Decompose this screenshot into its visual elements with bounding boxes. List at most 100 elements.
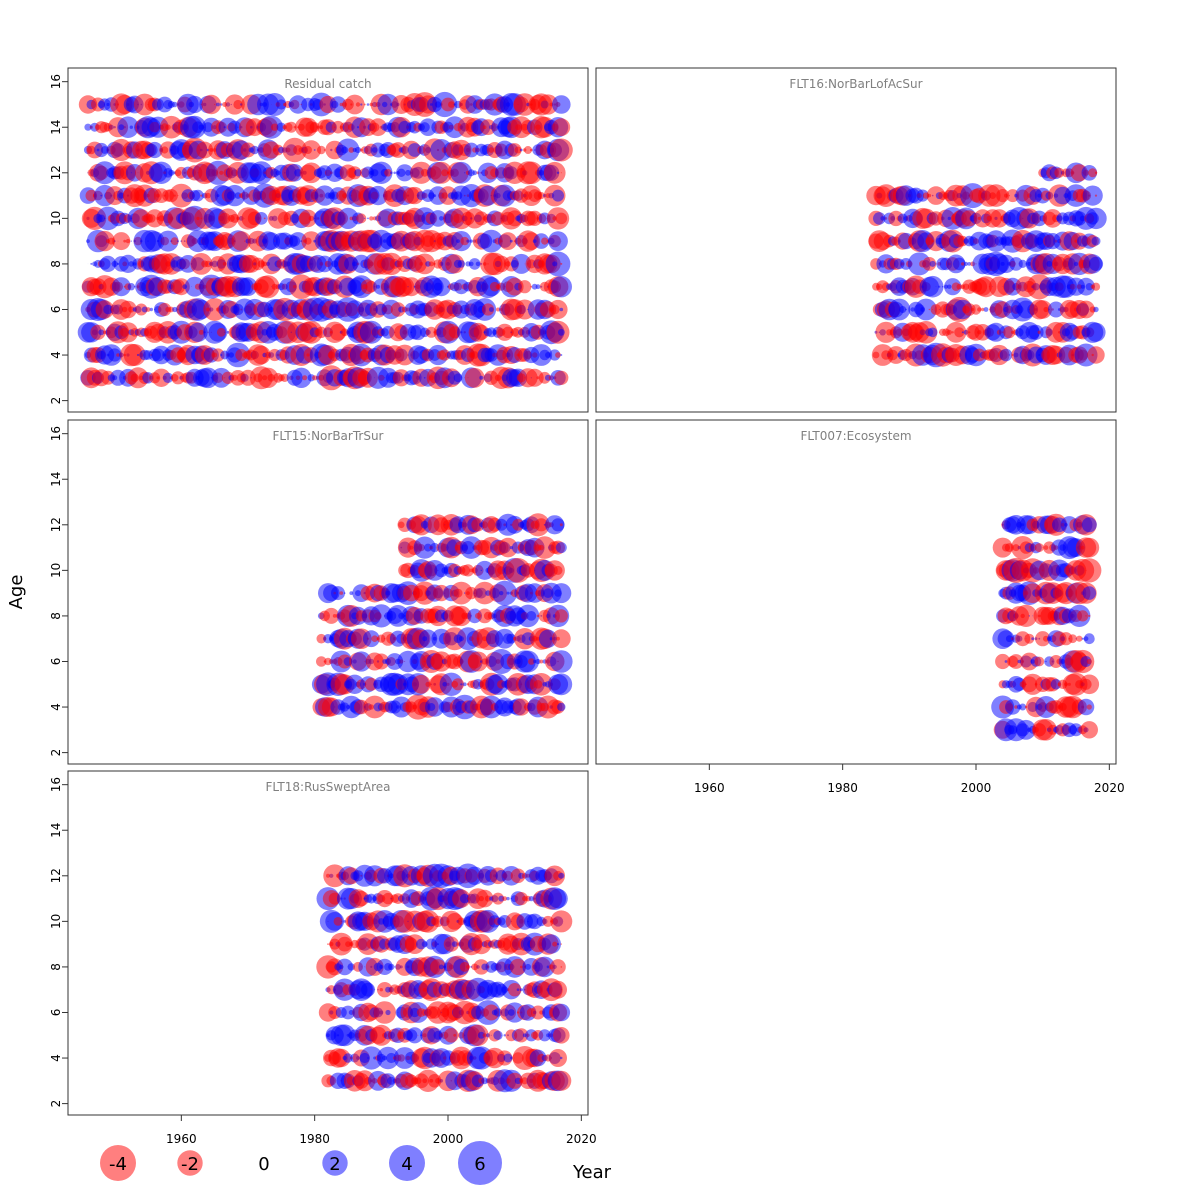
bubble xyxy=(343,1053,353,1063)
bubble xyxy=(108,348,122,362)
bubble xyxy=(254,212,268,225)
bubble xyxy=(553,565,563,575)
bubble xyxy=(534,518,548,532)
bubble xyxy=(502,326,514,338)
panel-frame xyxy=(595,419,1117,765)
bubble xyxy=(511,253,532,274)
bubble xyxy=(382,892,394,905)
bubble xyxy=(294,169,302,177)
y-tick: 14 xyxy=(49,823,68,838)
bubble xyxy=(1091,236,1101,246)
bubble xyxy=(560,966,563,968)
legend-bubble xyxy=(322,1150,348,1176)
x-tick-label: 1980 xyxy=(827,781,858,795)
bubble xyxy=(502,896,508,901)
bubble xyxy=(336,958,354,976)
bubble xyxy=(550,910,573,933)
bubble xyxy=(446,913,464,930)
bubble xyxy=(302,375,308,381)
bubble xyxy=(560,172,562,174)
y-tick: 14 xyxy=(49,120,68,135)
bubble xyxy=(556,943,560,946)
bubble xyxy=(119,300,137,319)
bubble xyxy=(263,217,266,220)
y-tick-label: 16 xyxy=(49,74,63,89)
bubble xyxy=(430,959,446,975)
bubble xyxy=(250,145,259,155)
bubble xyxy=(550,276,572,298)
bubble xyxy=(355,102,361,107)
bubble xyxy=(533,536,556,559)
bubble xyxy=(345,674,365,694)
bubble xyxy=(117,322,139,343)
y-axis: 2 4 6 8 10 12 14 16 xyxy=(49,777,68,1107)
bubble xyxy=(396,164,414,182)
bubble xyxy=(556,171,560,174)
bubble xyxy=(492,580,518,606)
bubble xyxy=(961,262,965,266)
bubble xyxy=(477,1031,485,1039)
bubble xyxy=(999,348,1013,362)
bubble xyxy=(550,673,573,696)
bubble xyxy=(441,169,449,177)
bubble xyxy=(99,255,117,272)
bubble xyxy=(369,118,387,137)
bubble xyxy=(313,149,316,151)
bubble xyxy=(510,868,526,884)
bubble xyxy=(323,607,340,624)
bubble xyxy=(177,240,179,243)
bubble xyxy=(256,275,280,299)
bubble xyxy=(519,988,523,992)
bubble xyxy=(520,161,543,185)
bubble xyxy=(271,123,279,131)
bubble xyxy=(1094,194,1098,197)
bubble xyxy=(551,518,565,532)
bubble xyxy=(103,304,113,315)
bubble xyxy=(468,651,488,672)
bubble xyxy=(186,95,204,114)
bubble xyxy=(938,285,941,288)
y-tick: 10 xyxy=(49,211,68,226)
bubble xyxy=(390,171,393,175)
bubble xyxy=(366,103,370,106)
legend-bubble xyxy=(100,1145,136,1181)
bubble xyxy=(549,138,573,162)
bubble xyxy=(301,162,322,184)
bubble xyxy=(552,95,571,114)
bubble xyxy=(316,656,327,667)
bubble xyxy=(550,959,566,975)
bubble xyxy=(251,345,271,365)
bubble xyxy=(561,195,562,196)
legend-entry: 0 xyxy=(258,1154,269,1175)
bubble xyxy=(1083,633,1095,645)
legend-entry: 6 xyxy=(458,1141,502,1185)
x-tick-label: 2000 xyxy=(961,781,992,795)
y-axis: 2 4 6 8 10 12 14 16 xyxy=(49,74,68,404)
bubble xyxy=(471,934,492,955)
bubble xyxy=(1031,210,1048,227)
y-tick: 12 xyxy=(49,868,68,883)
bubble xyxy=(386,1052,397,1064)
bubble xyxy=(460,236,469,246)
y-tick: 16 xyxy=(49,74,68,89)
panel-frame xyxy=(595,67,1117,413)
panel-frame xyxy=(67,770,589,1116)
bubble xyxy=(530,148,533,152)
bubble xyxy=(1059,632,1073,646)
bubble xyxy=(348,147,355,153)
bubble xyxy=(1080,656,1092,667)
bubble xyxy=(362,630,380,648)
bubble xyxy=(1032,615,1034,617)
bubble xyxy=(427,1074,442,1088)
bubble xyxy=(359,1046,383,1070)
bubble xyxy=(216,327,226,337)
bubble xyxy=(1076,635,1083,642)
bubble xyxy=(520,965,523,969)
bubble xyxy=(479,375,484,380)
bubble xyxy=(482,1033,487,1038)
bubble xyxy=(93,161,117,185)
bubble xyxy=(549,980,567,999)
y-tick-label: 10 xyxy=(49,563,63,578)
y-tick: 8 xyxy=(49,260,68,268)
bubble xyxy=(509,958,527,976)
